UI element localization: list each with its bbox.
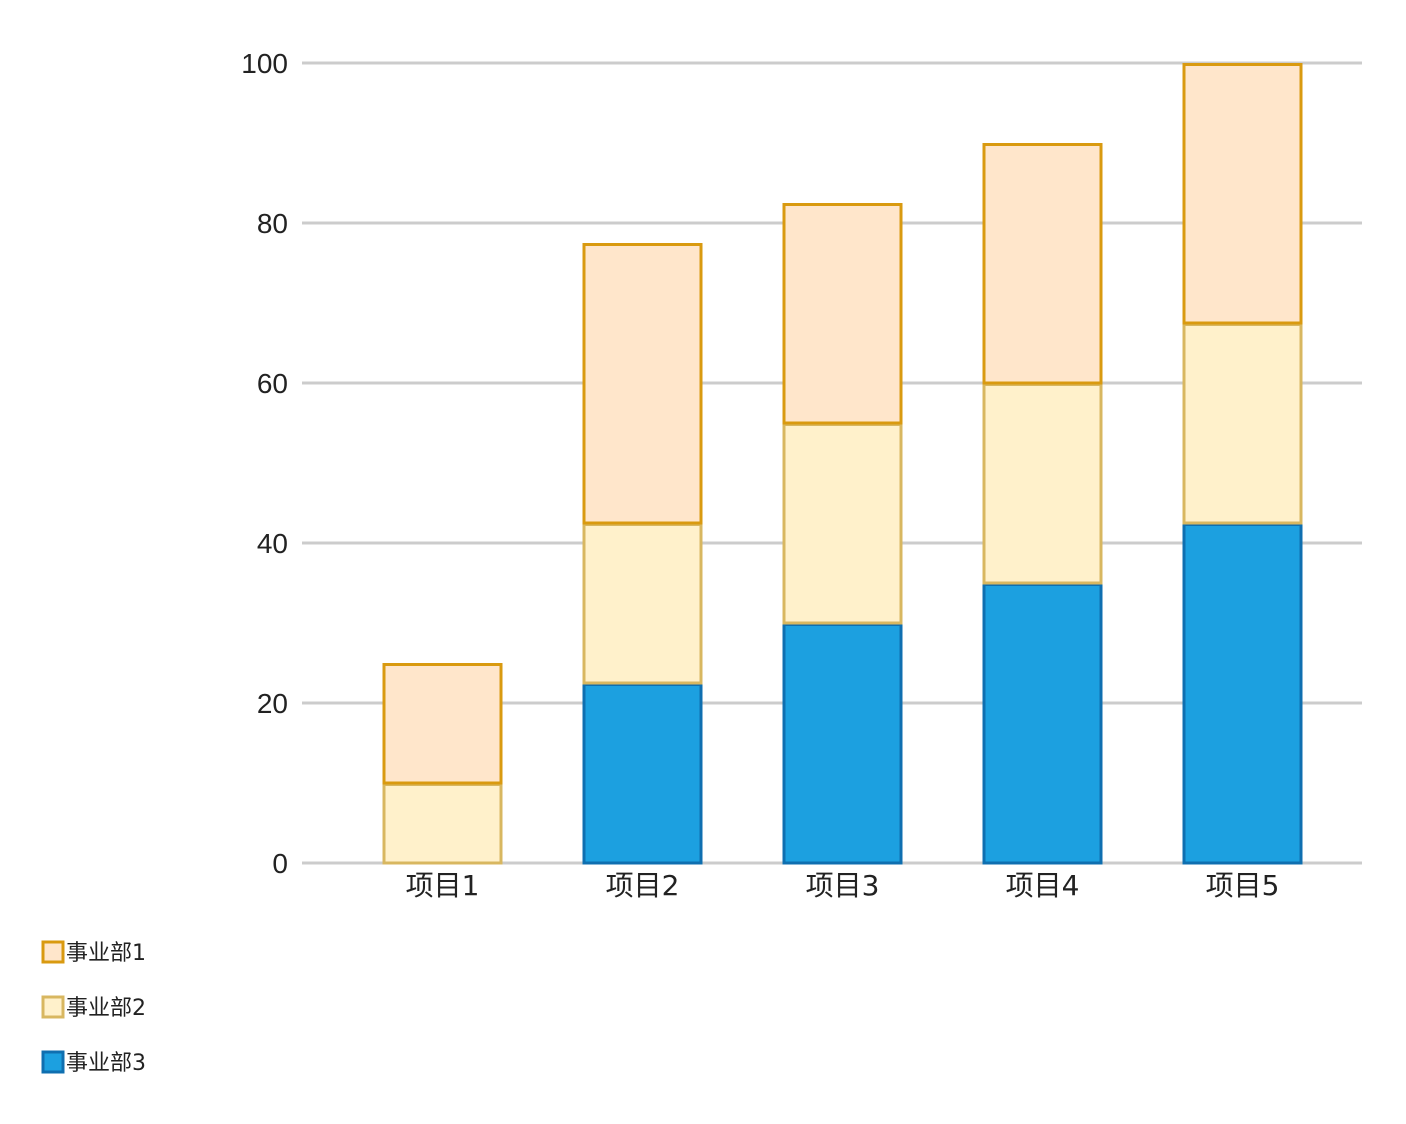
- bar-segment: [982, 583, 1103, 865]
- bar-segment: [1182, 323, 1303, 525]
- bar-segment: [582, 523, 703, 685]
- legend-label: 事业部2: [66, 996, 146, 1021]
- x-category-label: 项目5: [1206, 869, 1280, 902]
- legend-swatch: [41, 940, 65, 964]
- y-tick-label: 80: [257, 208, 288, 239]
- bar-segment: [382, 783, 503, 865]
- legend-swatch: [41, 1050, 65, 1074]
- legend-label: 事业部3: [66, 1051, 146, 1076]
- bar-segment: [582, 683, 703, 865]
- legend: 事业部1 事业部2 事业部3: [41, 940, 146, 1076]
- legend-item: 事业部3: [41, 1050, 146, 1076]
- bar-segment: [382, 663, 503, 785]
- bar-segment: [1182, 523, 1303, 865]
- y-axis-ticks: 0 20 40 60 80 100: [241, 48, 288, 879]
- x-category-label: 项目2: [606, 869, 680, 902]
- y-tick-label: 20: [257, 688, 288, 719]
- bar-segment: [782, 203, 903, 425]
- x-category-label: 项目3: [806, 869, 880, 902]
- legend-swatch: [41, 995, 65, 1019]
- y-tick-label: 40: [257, 528, 288, 559]
- bar-segment: [782, 423, 903, 625]
- y-tick-label: 60: [257, 368, 288, 399]
- bar-segment: [782, 623, 903, 865]
- x-category-label: 项目1: [406, 869, 480, 902]
- x-axis-labels: 项目1 项目2 项目3 项目4 项目5: [406, 869, 1280, 902]
- bar-segment: [1182, 63, 1303, 325]
- bar-segment: [582, 243, 703, 525]
- y-tick-label: 100: [241, 48, 288, 79]
- bar-segment: [982, 383, 1103, 585]
- legend-label: 事业部1: [66, 941, 146, 966]
- bars: [382, 63, 1303, 865]
- bar-segment: [982, 143, 1103, 385]
- x-category-label: 项目4: [1006, 869, 1080, 902]
- legend-item: 事业部1: [41, 940, 146, 966]
- legend-item: 事业部2: [41, 995, 146, 1021]
- y-tick-label: 0: [272, 848, 288, 879]
